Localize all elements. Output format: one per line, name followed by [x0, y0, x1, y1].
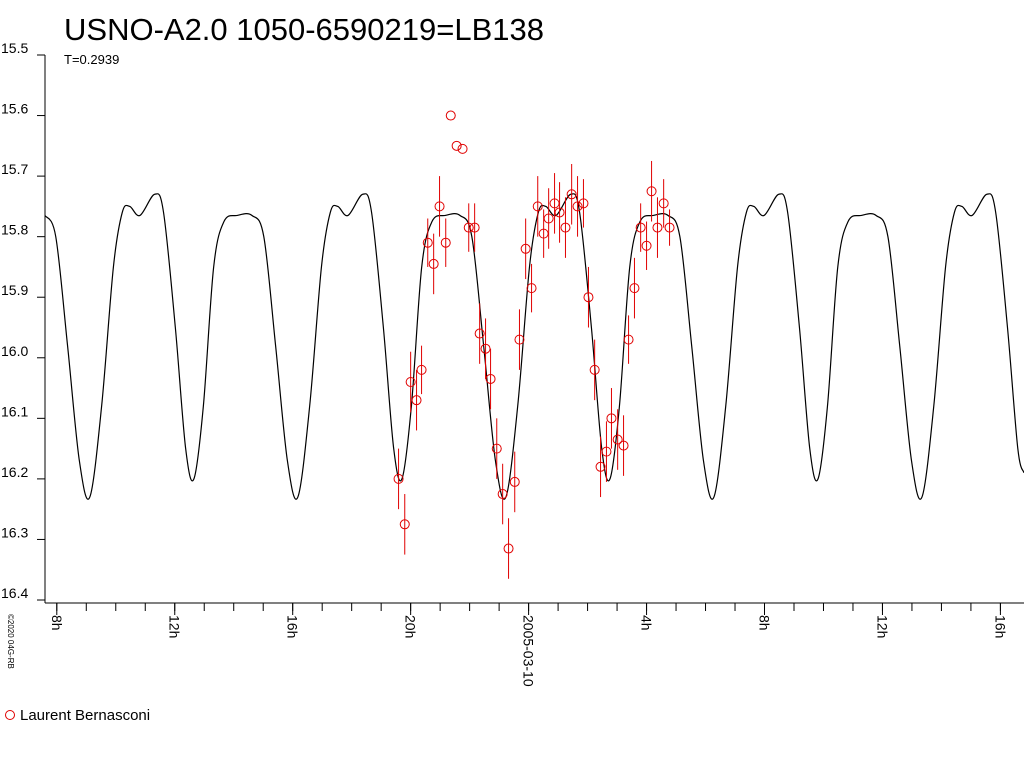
data-point [629, 283, 640, 294]
data-point [543, 213, 554, 224]
data-point [595, 461, 606, 472]
x-tick-label: 12h [874, 615, 890, 638]
data-point [606, 413, 617, 424]
x-tick-label: 2005-03-10 [521, 615, 537, 687]
data-point [509, 476, 520, 487]
data-point [612, 434, 623, 445]
data-point [526, 283, 537, 294]
data-point [469, 222, 480, 233]
data-point [560, 222, 571, 233]
data-point [463, 222, 474, 233]
data-point [566, 189, 577, 200]
data-point [503, 543, 514, 554]
y-tick-label: 15.6 [1, 101, 28, 117]
data-point [532, 201, 543, 212]
legend-label: Laurent Bernasconi [20, 707, 150, 724]
y-tick-label: 16.2 [1, 464, 28, 480]
data-point [399, 519, 410, 530]
legend-marker [5, 710, 15, 720]
chart-subtitle: T=0.2939 [64, 52, 119, 67]
data-point [538, 228, 549, 239]
data-point [658, 198, 669, 209]
data-point [578, 198, 589, 209]
data-point [411, 395, 422, 406]
x-tick-label: 4h [639, 615, 655, 631]
data-point [618, 440, 629, 451]
y-tick-label: 16.4 [1, 585, 28, 601]
data-point [480, 343, 491, 354]
y-tick-label: 15.5 [1, 40, 28, 56]
y-tick-label: 16.1 [1, 403, 28, 419]
model-curve [45, 193, 1024, 500]
chart-title: USNO-A2.0 1050-6590219=LB138 [64, 12, 544, 47]
x-tick-label: 20h [403, 615, 419, 638]
data-point [440, 237, 451, 248]
data-point [572, 201, 583, 212]
y-tick-label: 15.9 [1, 282, 28, 298]
data-point [554, 207, 565, 218]
data-point [623, 334, 634, 345]
data-point [652, 222, 663, 233]
data-point [520, 243, 531, 254]
x-tick-label: 16h [285, 615, 301, 638]
x-tick-label: 12h [167, 615, 183, 638]
data-point [514, 334, 525, 345]
data-point [428, 258, 439, 269]
data-point [664, 222, 675, 233]
y-tick-label: 16.3 [1, 524, 28, 540]
data-point [646, 186, 657, 197]
data-point [451, 140, 462, 151]
data-point [491, 443, 502, 454]
x-tick-label: 16h [992, 615, 1008, 638]
data-point [589, 364, 600, 375]
data-point [422, 237, 433, 248]
x-tick-label: 8h [757, 615, 773, 631]
credit: ©2020 04G-RB [6, 614, 15, 669]
data-point [474, 328, 485, 339]
y-tick-label: 16.0 [1, 343, 28, 359]
y-tick-label: 15.8 [1, 222, 28, 238]
data-point [601, 446, 612, 457]
data-point [416, 364, 427, 375]
y-tick-label: 15.7 [1, 161, 28, 177]
data-point [434, 201, 445, 212]
data-point [393, 473, 404, 484]
data-point [405, 377, 416, 387]
x-tick-label: 8h [49, 615, 65, 631]
data-point [635, 222, 646, 233]
data-point [497, 489, 508, 500]
data-point [583, 292, 594, 303]
data-point [549, 198, 560, 209]
data-point [485, 373, 496, 384]
data-point [445, 110, 456, 121]
data-point [457, 143, 468, 154]
data-point [641, 240, 652, 251]
